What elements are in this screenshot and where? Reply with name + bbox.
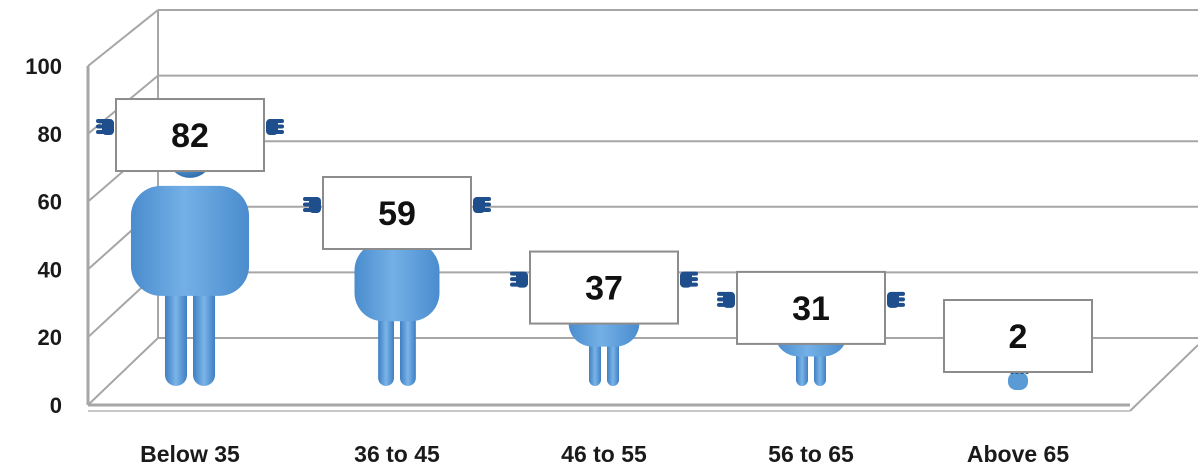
figure-left-leg [378, 310, 394, 386]
left-hand-icon [96, 119, 114, 136]
x-tick-label: Above 65 [967, 441, 1069, 467]
figure-left-leg [589, 339, 601, 386]
figure-right-leg [607, 339, 619, 386]
x-tick-label: 46 to 55 [561, 441, 647, 467]
x-tick-label: 36 to 45 [354, 441, 440, 467]
finger [895, 302, 905, 307]
value-sign: 31 [717, 270, 905, 345]
figure-torso [130, 185, 250, 296]
finger [96, 124, 106, 129]
finger [717, 302, 727, 307]
right-hand-icon [266, 119, 284, 136]
fist [1008, 372, 1028, 390]
finger [717, 297, 727, 302]
finger [96, 119, 106, 124]
figure-left-leg [164, 280, 187, 386]
value-sign: 82 [96, 98, 284, 173]
data-label: 82 [171, 117, 209, 155]
figure-4: 31 [717, 270, 905, 386]
y-tick-label: 40 [38, 257, 62, 282]
x-tick-label: Below 35 [140, 441, 240, 467]
data-label: 59 [378, 195, 416, 233]
data-label: 2 [1009, 318, 1028, 356]
gridline-diagonal [87, 9, 159, 67]
finger [895, 291, 905, 296]
y-tick-label: 60 [38, 190, 62, 215]
finger [481, 207, 491, 212]
finger [895, 297, 905, 302]
figure-2: 59 [303, 175, 491, 386]
figure-right-leg [193, 280, 216, 386]
data-label: 31 [792, 290, 830, 328]
figure-left-leg [796, 350, 808, 386]
figure-torso [354, 241, 440, 322]
sign-board [943, 299, 1093, 373]
y-axis-ticks: 0 20 40 60 80 100 [25, 54, 62, 418]
finger [96, 130, 106, 135]
figure-3: 37 [510, 250, 698, 386]
value-sign: 2 [943, 299, 1093, 373]
sign-board [529, 250, 679, 325]
finger [303, 196, 313, 201]
finger [303, 202, 313, 207]
figure-right-leg [400, 310, 416, 386]
sign-board [322, 175, 472, 250]
y-tick-label: 0 [50, 393, 62, 418]
finger [688, 271, 698, 276]
left-hand-icon [717, 291, 735, 308]
value-sign: 37 [510, 250, 698, 325]
left-hand-icon [303, 196, 321, 213]
figure-5: 2 [943, 299, 1093, 390]
right-hand-icon [887, 291, 905, 308]
y-tick-label: 80 [38, 122, 62, 147]
finger [510, 277, 520, 282]
y-tick-label: 100 [25, 54, 62, 79]
x-axis-labels: Below 35 36 to 45 46 to 55 56 to 65 Above 65 [140, 441, 1069, 467]
figure-1: 82 [96, 98, 284, 386]
finger [303, 207, 313, 212]
left-hand-icon [510, 271, 528, 288]
finger [717, 291, 727, 296]
sign-board [736, 270, 886, 345]
finger [481, 196, 491, 201]
finger [274, 124, 284, 129]
finger [510, 271, 520, 276]
finger [510, 282, 520, 287]
value-sign: 59 [303, 175, 491, 250]
finger [481, 202, 491, 207]
floor-edge-line [1129, 344, 1198, 412]
finger [274, 119, 284, 124]
figures: 82 59 37 31 2 [96, 98, 1093, 390]
data-label: 37 [585, 270, 623, 308]
x-tick-label: 56 to 65 [768, 441, 854, 467]
right-hand-icon [473, 196, 491, 213]
finger [274, 130, 284, 135]
y-tick-label: 20 [38, 325, 62, 350]
finger [688, 277, 698, 282]
gridline-diagonal [87, 337, 159, 406]
right-hand-icon [680, 271, 698, 288]
finger [688, 282, 698, 287]
figure-right-leg [814, 350, 826, 386]
sign-board [115, 98, 265, 173]
